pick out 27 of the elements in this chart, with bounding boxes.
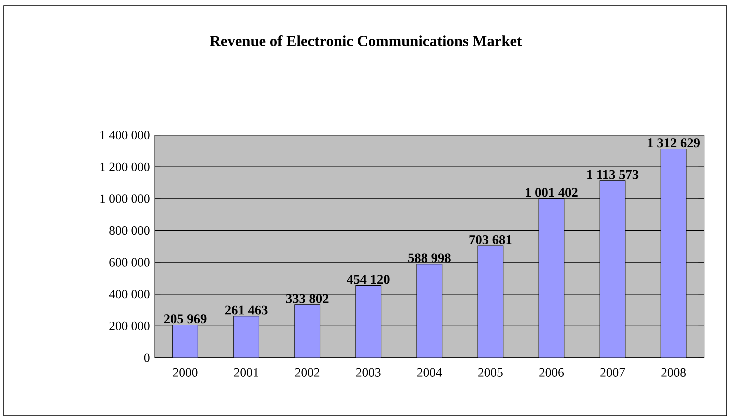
y-tick-label: 1 000 000 (100, 194, 150, 204)
data-label: 261 463 (225, 306, 268, 315)
x-tick-label: 2007 (600, 368, 626, 377)
y-tick-label: 200 000 (110, 322, 150, 330)
x-tick-label: 2003 (356, 368, 381, 377)
y-tick-label: 600 000 (110, 258, 150, 267)
y-tick-label: 0 (144, 354, 150, 362)
y-tick-label: 400 000 (109, 290, 150, 299)
x-tick-label: 2004 (418, 368, 442, 377)
data-label: 703 681 (470, 235, 512, 244)
data-label: 333 802 (286, 294, 329, 304)
data-label: 454 120 (347, 275, 390, 284)
x-tick-label: 2001 (234, 368, 258, 377)
x-tick-label: 2002 (295, 368, 320, 377)
x-tick-label: 2000 (173, 368, 198, 377)
x-tick-label: 2006 (540, 368, 564, 377)
data-label: 205 969 (164, 314, 207, 324)
y-tick-label: 800 000 (110, 226, 150, 236)
x-tick-label: 2005 (478, 368, 503, 377)
data-label: 1 113 573 (588, 170, 639, 180)
y-tick-label: 1 400 000 (100, 131, 150, 140)
data-label: 588 998 (408, 254, 451, 263)
chart-title: Revenue of Electronic Communications Market (210, 36, 522, 46)
y-tick-label: 1 200 000 (100, 162, 150, 172)
x-tick-label: 2008 (662, 368, 686, 377)
data-label: 1 312 629 (648, 138, 700, 148)
data-label: 1 001 402 (526, 188, 578, 198)
